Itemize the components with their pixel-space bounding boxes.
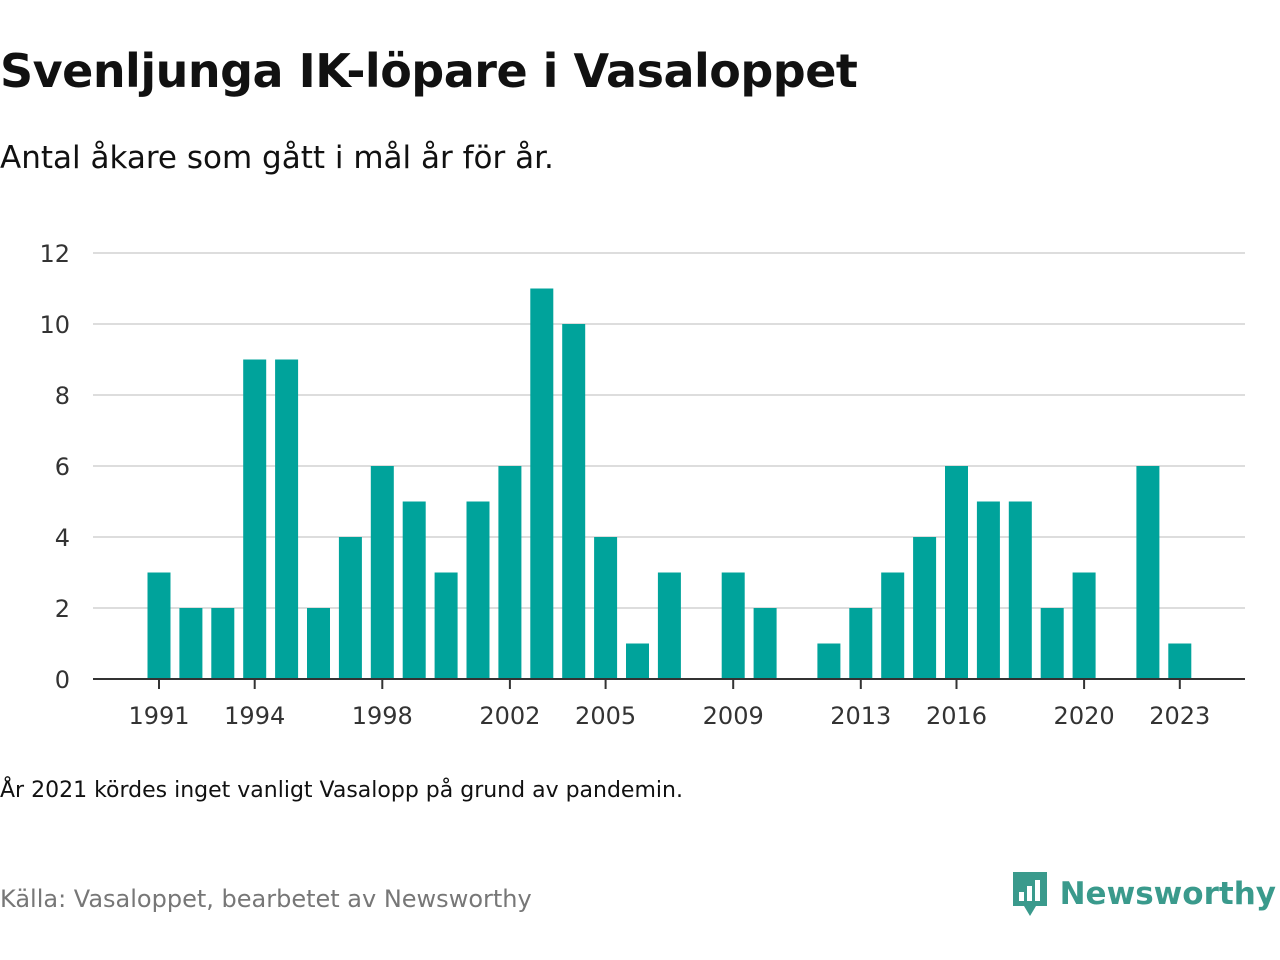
bar-1998	[370, 466, 394, 679]
bar-2007	[657, 572, 681, 679]
y-tick-label: 2	[55, 595, 70, 623]
x-tick-label: 1998	[352, 702, 413, 730]
chart-title: Svenljunga IK-löpare i Vasaloppet	[0, 44, 858, 98]
brand: Newsworthy	[1010, 870, 1276, 918]
bar-1996	[307, 608, 330, 679]
bar-1995	[275, 359, 299, 679]
bar-2000	[434, 572, 458, 679]
chart-note: År 2021 kördes inget vanligt Vasalopp på…	[0, 778, 683, 803]
source-text: Källa: Vasaloppet, bearbetet av Newswort…	[0, 885, 532, 913]
x-tick-label: 2005	[575, 702, 636, 730]
bar-1991	[147, 572, 171, 679]
bar-2018	[1008, 501, 1032, 679]
bar-2002	[498, 466, 522, 679]
newsworthy-logo-icon	[1012, 872, 1047, 916]
bar-2017	[976, 501, 1000, 679]
x-tick-label: 2023	[1149, 702, 1210, 730]
bar-2001	[466, 501, 490, 679]
bar-1999	[402, 501, 426, 679]
y-axis-ticks: 0 2 4 6 8 10 12	[39, 240, 70, 694]
bar-2012	[817, 643, 841, 679]
bar-1992	[179, 608, 203, 679]
bar-1994	[243, 359, 267, 679]
bar-2005	[594, 537, 618, 679]
x-tick-label: 2002	[479, 702, 540, 730]
y-tick-label: 6	[55, 453, 70, 481]
bar-2016	[945, 466, 968, 679]
x-axis-ticks: 1991 1994 1998 2002 2005 2009 2013 2016 2020 2023	[128, 679, 1210, 730]
bar-2003	[530, 288, 554, 679]
x-tick-label: 1991	[128, 702, 189, 730]
bar-2013	[849, 608, 873, 679]
chart-subtitle: Antal åkare som gått i mål år för år.	[0, 140, 554, 176]
x-tick-label: 2016	[926, 702, 987, 730]
brand-name: Newsworthy	[1059, 876, 1276, 912]
bar-2009	[721, 572, 745, 679]
x-tick-label: 2009	[703, 702, 764, 730]
bar-2010	[753, 608, 777, 679]
bar-chart: 0 2 4 6 8 10 12 1991 1994 1998 2002 2005 2009 2013 20…	[39, 240, 1245, 730]
y-tick-label: 12	[39, 240, 70, 268]
bar-2020	[1072, 572, 1096, 679]
bar-2006	[626, 643, 649, 679]
bar-2019	[1040, 608, 1064, 679]
x-tick-label: 2013	[830, 702, 891, 730]
y-tick-label: 8	[55, 382, 70, 410]
y-tick-label: 10	[39, 311, 70, 339]
y-tick-label: 4	[55, 524, 70, 552]
bar-1997	[338, 537, 362, 679]
bar-2023	[1168, 643, 1192, 679]
bar-2015	[913, 537, 937, 679]
bar-2004	[562, 324, 586, 679]
bars	[147, 288, 1192, 679]
bar-2022	[1136, 466, 1160, 679]
x-tick-label: 1994	[224, 702, 285, 730]
x-tick-label: 2020	[1054, 702, 1115, 730]
bar-2014	[881, 572, 905, 679]
bar-1993	[211, 608, 235, 679]
y-tick-label: 0	[55, 666, 70, 694]
